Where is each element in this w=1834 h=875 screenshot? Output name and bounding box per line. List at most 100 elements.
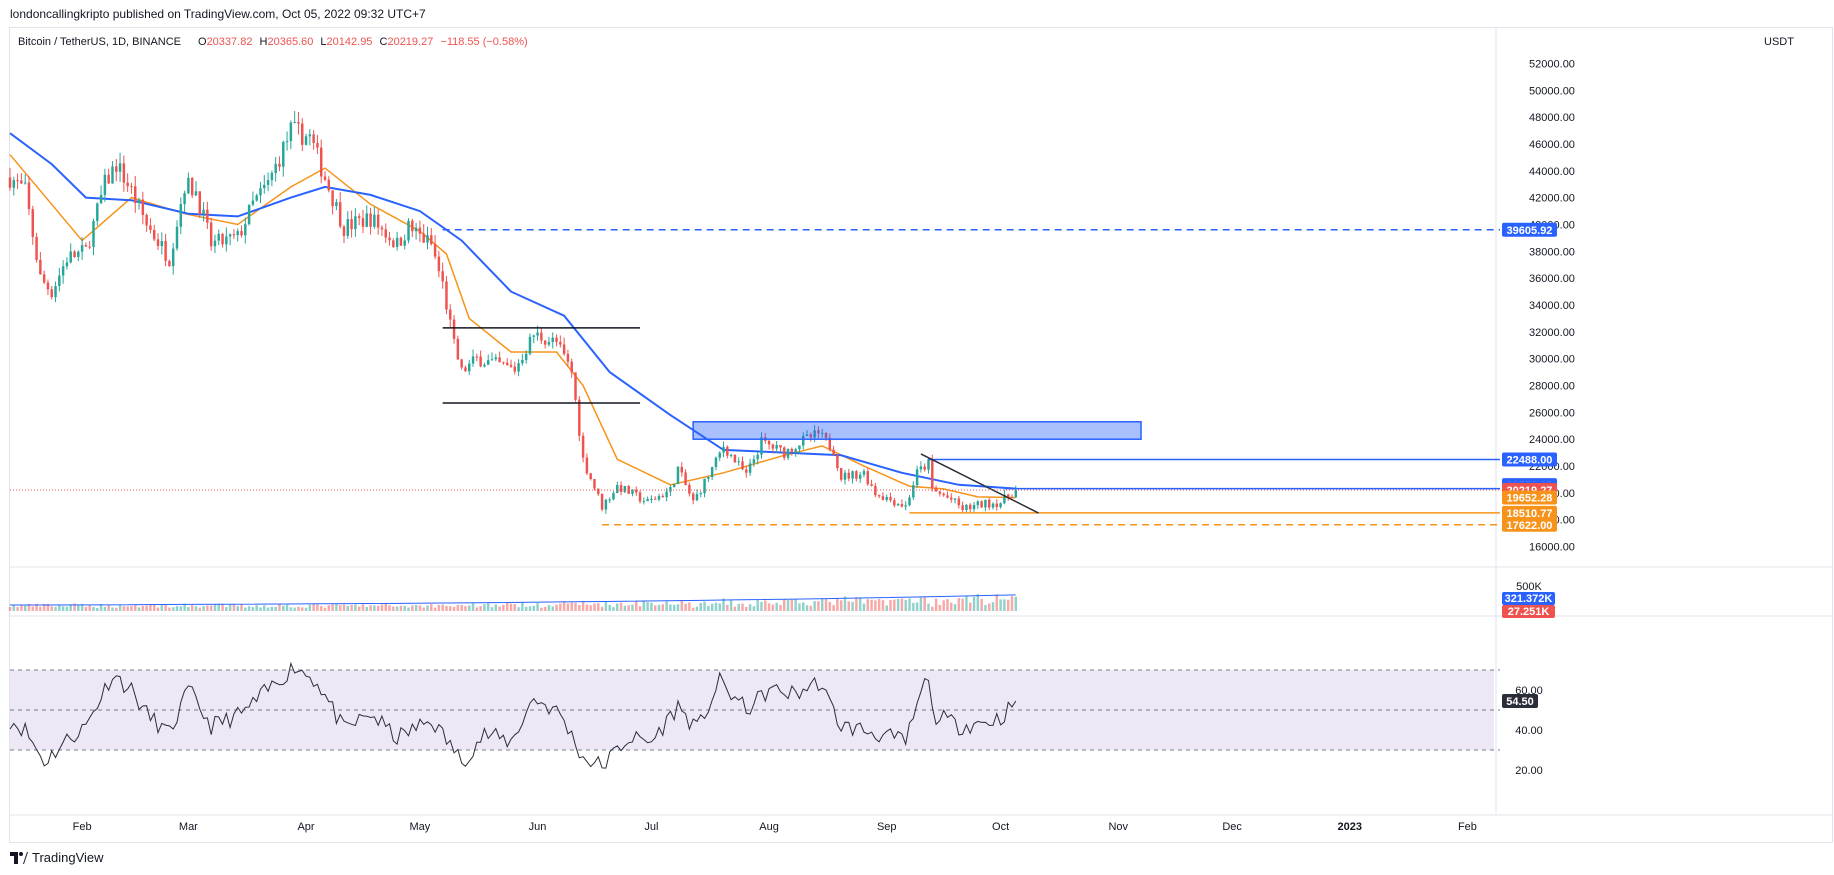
candle-body (551, 337, 554, 342)
volume-bar (908, 598, 911, 611)
candle-body (392, 240, 395, 247)
candle-body (912, 485, 915, 498)
x-tick-label: Jul (644, 821, 658, 833)
candle-body (566, 353, 570, 362)
candle-body (399, 237, 403, 246)
x-tick-label: May (410, 821, 431, 833)
candle-body (338, 202, 342, 227)
candle-body (384, 229, 387, 238)
volume-bar (266, 607, 270, 611)
volume-bar (957, 598, 961, 611)
volume-bar (642, 601, 646, 611)
volume-bar (961, 598, 964, 611)
volume-bar (703, 601, 706, 611)
volume-bar (278, 604, 281, 611)
volume-bar (331, 604, 334, 611)
candle-body (559, 341, 562, 345)
volume-bar (638, 606, 642, 611)
candle-body (722, 446, 725, 453)
volume-bar (502, 604, 505, 611)
candle-body (88, 246, 91, 248)
volume-bar (23, 605, 27, 611)
candle-body (817, 430, 820, 434)
volume-bar (490, 607, 494, 611)
candle-body (449, 309, 452, 320)
candle-body (479, 356, 482, 367)
volume-bar (42, 603, 46, 611)
volume-bar (885, 605, 888, 611)
candle-body (919, 466, 923, 470)
volume-bar (54, 606, 57, 611)
legend-symbol: Bitcoin / TetherUS, 1D, BINANCE (18, 36, 181, 48)
volume-bar (665, 601, 668, 611)
candle-body (232, 234, 236, 236)
volume-bar (96, 607, 99, 611)
candle-body (437, 256, 441, 272)
legend-low-value: 20142.95 (327, 36, 373, 48)
candle-body (115, 166, 118, 172)
candle-body (885, 497, 888, 500)
candle-body (938, 491, 942, 494)
volume-bar (251, 607, 255, 611)
volume-bar (107, 604, 110, 611)
candle-body (107, 174, 110, 184)
candle-body (134, 186, 137, 204)
candle-body (209, 222, 213, 247)
volume-bar (661, 604, 665, 611)
volume-bar (376, 605, 380, 611)
volume-bar (441, 604, 444, 611)
volume-bar (164, 604, 167, 611)
volume-bar (149, 604, 152, 611)
price-label-box (1502, 222, 1557, 237)
volume-bar (80, 604, 84, 611)
candle-body (517, 363, 520, 372)
volume-bar (84, 606, 88, 611)
volume-bar (137, 607, 141, 611)
volume-bar (616, 603, 619, 611)
volume-bar (953, 604, 957, 611)
candle-body (707, 477, 710, 479)
candle-body (957, 498, 961, 506)
volume-bar (361, 604, 365, 611)
candle-body (240, 231, 243, 236)
volume-bar (798, 603, 801, 611)
candle-body (312, 134, 315, 143)
y-tick-label: 30000.00 (1529, 354, 1575, 366)
volume-bar (536, 602, 539, 611)
volume-bar (566, 603, 570, 611)
volume-bar (729, 600, 733, 611)
candle-body (84, 245, 88, 247)
legend-close-value: 20219.27 (387, 36, 433, 48)
volume-bar (726, 604, 729, 611)
candle-body (756, 454, 759, 460)
candle-body (285, 141, 289, 143)
volume-label-box (1502, 592, 1555, 605)
volume-bar (380, 604, 384, 611)
candle-body (407, 220, 410, 241)
candle-body (228, 234, 232, 237)
candle-body (445, 281, 448, 310)
candle-body (122, 163, 126, 183)
volume-bar (509, 603, 513, 611)
volume-bar (524, 606, 528, 611)
candle-body (301, 123, 304, 145)
candle-body (581, 435, 585, 458)
candle-body (426, 235, 429, 243)
candle-body (771, 444, 775, 449)
volume-bar (915, 602, 919, 611)
volume-bar (934, 598, 938, 611)
candle-body (266, 180, 270, 185)
volume-bar (1010, 595, 1014, 611)
candle-body (331, 190, 334, 207)
volume-bar (468, 605, 471, 611)
candle-body (794, 449, 797, 453)
candle-body (411, 220, 414, 232)
volume-bar (942, 600, 945, 611)
candle-body (915, 469, 919, 486)
candle-body (597, 488, 600, 494)
volume-bar (50, 606, 53, 611)
volume-bar (244, 607, 247, 611)
candle-body (354, 216, 357, 230)
candle-body (35, 236, 38, 260)
